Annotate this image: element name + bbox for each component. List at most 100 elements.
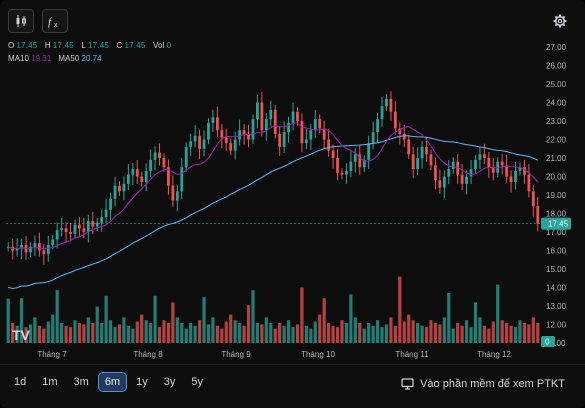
volume-bar <box>126 325 130 343</box>
divider <box>0 364 585 365</box>
volume-bar <box>104 295 108 343</box>
volume-bar <box>42 328 46 343</box>
volume-bar <box>37 325 41 343</box>
candle-body <box>122 183 126 192</box>
ma10-label: MA10 <box>8 54 29 63</box>
indicators-button[interactable]: f x <box>42 9 68 33</box>
price-tick-label: 27.00 <box>546 43 567 52</box>
candle-body <box>198 135 201 149</box>
candle-body <box>393 111 397 129</box>
volume-bar <box>6 298 10 343</box>
candle-body <box>242 130 246 134</box>
candle-body <box>73 224 77 234</box>
candle-body <box>273 109 277 134</box>
price-tick-label: 15.00 <box>546 265 567 274</box>
timeframe-1d[interactable]: 1d <box>14 376 27 388</box>
candle-body <box>376 119 379 133</box>
volume-bar <box>140 314 144 343</box>
ma50-value: 20.74 <box>81 54 102 63</box>
volume-bar <box>407 314 411 343</box>
timeframe-selector: 1d 1m 3m 6m 1y 3y 5y <box>8 372 209 392</box>
candle-body <box>55 230 59 240</box>
candle-body <box>420 146 424 158</box>
volume-bar <box>238 323 242 343</box>
price-tick-label: 22.00 <box>546 136 567 145</box>
open-software-link[interactable]: Vào phần mềm để xem PTKT <box>401 378 565 390</box>
volume-bar <box>456 323 460 343</box>
candle-body <box>229 143 233 151</box>
volume-bar <box>108 320 113 343</box>
candle-body <box>118 185 121 192</box>
candle-body <box>20 244 23 249</box>
timeframe-6m[interactable]: 6m <box>97 372 128 392</box>
gear-icon[interactable] <box>553 14 567 28</box>
ma50-line <box>8 135 539 290</box>
volume-bar <box>295 324 300 343</box>
candle-body <box>465 176 468 184</box>
candle-body <box>523 167 526 175</box>
candle-body <box>215 117 219 131</box>
candle-body <box>531 191 535 207</box>
ma10-line <box>8 122 539 250</box>
candle-body <box>349 161 353 171</box>
volume-bar <box>131 328 135 343</box>
candle-body <box>371 132 375 144</box>
volume-bar <box>260 324 264 343</box>
candle-body <box>362 159 366 168</box>
volume-bar <box>500 320 504 343</box>
candle-body <box>407 139 411 155</box>
candle-body <box>425 146 428 155</box>
candle-body <box>51 239 55 245</box>
candle-body <box>447 169 451 177</box>
timeframe-1m[interactable]: 1m <box>42 376 58 388</box>
candle-body <box>264 119 268 131</box>
price-tick-label: 14.00 <box>546 284 567 293</box>
candle-body <box>140 176 144 183</box>
price-tick-label: 12.00 <box>546 321 567 330</box>
month-label: Tháng 8 <box>133 350 163 359</box>
volume-bar <box>473 302 478 343</box>
candle-body <box>193 135 197 142</box>
candle-body <box>313 119 317 131</box>
price-tick-label: 23.00 <box>546 117 567 126</box>
volume-bar <box>327 323 331 343</box>
price-chart[interactable]: 27.00 26.00 25.00 24.00 23.00 22.00 21.00 20.00… <box>0 0 585 365</box>
volume-bar <box>491 321 495 343</box>
candlestick-type-button[interactable] <box>8 9 34 33</box>
candle-body <box>451 161 455 170</box>
low-label: L <box>81 41 87 50</box>
volume-bar <box>95 306 99 343</box>
timeframe-3y[interactable]: 3y <box>163 376 176 388</box>
candle-body <box>496 161 500 173</box>
candle-body <box>247 133 250 140</box>
price-tick-label: 11.00 <box>546 339 566 348</box>
candle-body <box>233 139 237 151</box>
month-label: Tháng 7 <box>37 350 67 359</box>
volume-bar <box>509 325 513 343</box>
volume-bar <box>68 327 73 343</box>
volume-label: Vol <box>152 41 165 50</box>
price-tick-label: 18.00 <box>546 210 567 219</box>
volume-bar <box>438 324 442 343</box>
price-tick-label: 16.00 <box>546 247 567 256</box>
volume-bar <box>278 323 282 343</box>
volume-bar <box>77 323 82 343</box>
volume-bar <box>64 325 68 343</box>
candle-body <box>131 169 135 175</box>
timeframe-5y[interactable]: 5y <box>191 376 203 388</box>
candle-body <box>113 185 117 199</box>
volume-bar <box>11 323 15 343</box>
volume-bar <box>193 325 197 343</box>
ma-legend: MA10 19.31 MA50 20.74 <box>8 54 102 63</box>
volume-bar <box>229 314 233 343</box>
volume-bar <box>242 325 246 343</box>
candle-body <box>358 154 362 168</box>
high-value: 17.45 <box>52 41 74 50</box>
timeframe-1y[interactable]: 1y <box>136 376 148 388</box>
price-tick-label: 25.00 <box>546 80 567 89</box>
volume-bar <box>233 320 237 343</box>
volume-bar <box>51 314 55 343</box>
price-tick-label: 13.00 <box>546 302 567 311</box>
timeframe-3m[interactable]: 3m <box>73 376 89 388</box>
